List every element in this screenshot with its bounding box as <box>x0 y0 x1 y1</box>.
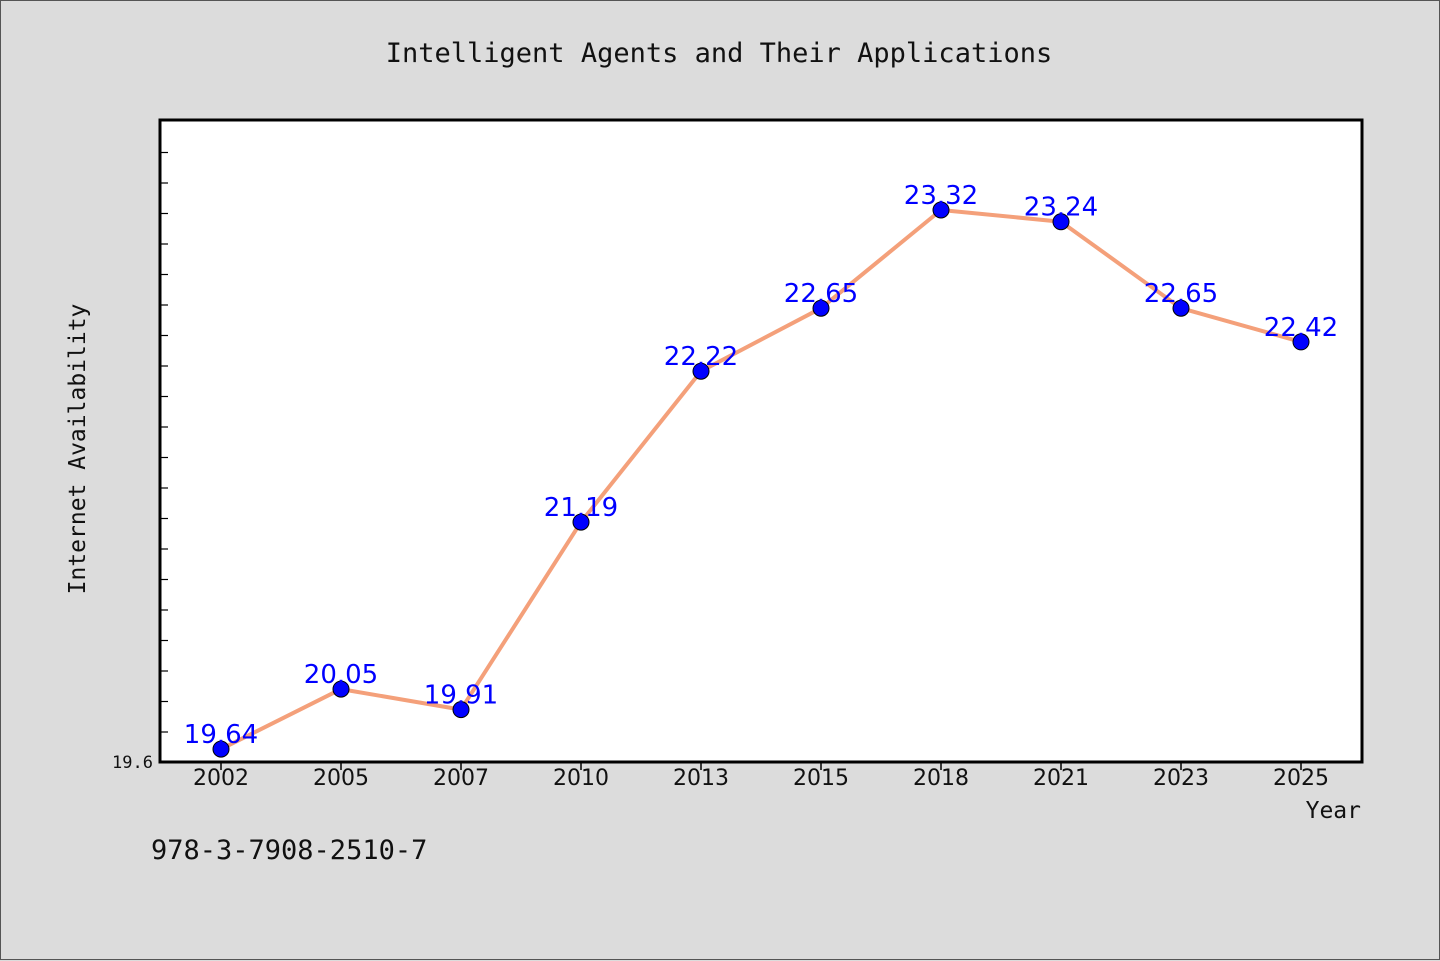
data-labels: 19.64 20.05 19.91 21.19 22.22 22.65 23.32 23.24… <box>184 181 1338 750</box>
x-axis-ticks <box>220 762 1302 770</box>
data-label: 22.65 <box>1144 279 1218 309</box>
data-markers <box>212 201 1310 758</box>
data-point <box>572 513 590 531</box>
data-point <box>812 299 830 317</box>
series-line <box>220 208 1302 751</box>
data-point <box>1292 333 1310 351</box>
x-axis-tick-labels: 2002 2005 2007 2010 2013 2015 2018 2021 2023 2025 <box>193 766 1329 791</box>
y-tick-label: 19.6 <box>112 753 153 773</box>
data-label: 21.19 <box>544 493 618 523</box>
x-tick-label: 2007 <box>433 766 489 791</box>
data-point <box>932 201 950 219</box>
x-tick-label: 2021 <box>1033 766 1089 791</box>
x-tick-label: 2023 <box>1153 766 1209 791</box>
data-label: 22.42 <box>1264 313 1338 343</box>
chart-title: Intelligent Agents and Their Application… <box>386 38 1052 69</box>
data-label: 19.64 <box>184 720 258 750</box>
x-tick-label: 2010 <box>553 766 609 791</box>
y-axis-ticks <box>160 151 168 733</box>
data-label: 22.65 <box>784 279 858 309</box>
x-tick-label: 2018 <box>913 766 969 791</box>
data-point <box>212 740 230 758</box>
data-label: 23.32 <box>904 181 978 211</box>
x-tick-label: 2015 <box>793 766 849 791</box>
data-label: 19.91 <box>424 681 498 711</box>
x-tick-label: 2005 <box>313 766 369 791</box>
data-label: 20.05 <box>304 660 378 690</box>
x-tick-label: 2025 <box>1273 766 1329 791</box>
isbn-text: 978-3-7908-2510-7 <box>151 835 428 866</box>
data-label: 22.22 <box>664 342 738 372</box>
data-point <box>332 680 350 698</box>
x-axis-label: Year <box>1306 798 1361 824</box>
data-point <box>452 701 470 719</box>
data-point <box>692 362 710 380</box>
data-point <box>1172 299 1190 317</box>
data-point <box>1052 213 1070 231</box>
x-tick-label: 2013 <box>673 766 729 791</box>
data-label: 23.24 <box>1024 193 1098 223</box>
plot-area <box>158 118 1364 764</box>
x-tick-label: 2002 <box>193 766 249 791</box>
y-axis-label: Internet Availability <box>65 304 91 595</box>
